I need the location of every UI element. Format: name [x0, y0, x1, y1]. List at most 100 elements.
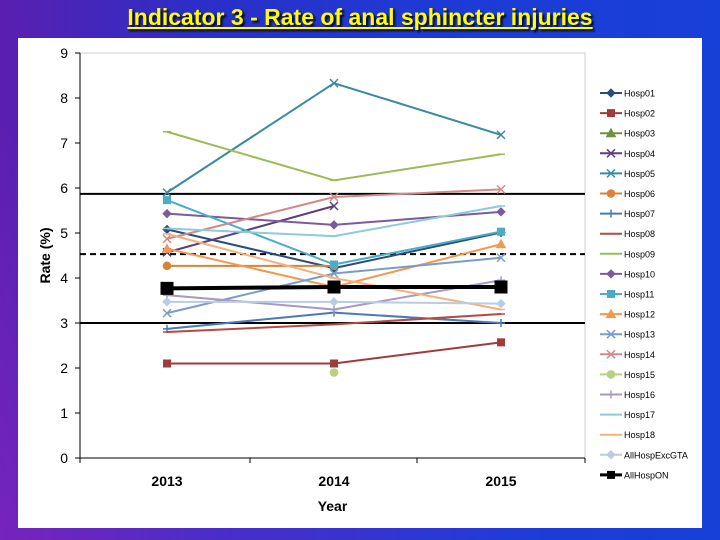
data-point: [329, 201, 339, 211]
y-axis-label: Rate (%): [37, 227, 53, 283]
series-line: [166, 227, 335, 238]
legend-marker: [607, 290, 615, 298]
series-line: [333, 256, 502, 275]
series-line: [333, 205, 502, 238]
series-line: [166, 196, 335, 240]
legend-marker: [607, 109, 615, 118]
data-point: [329, 78, 339, 88]
legend-item: Hosp17: [600, 410, 655, 420]
y-tick-label: 7: [60, 135, 68, 151]
legend-item: Hosp01: [600, 88, 655, 99]
legend-item: Hosp18: [600, 430, 655, 440]
series-Hosp09: [163, 130, 505, 182]
series-line: [166, 323, 335, 333]
data-point: [163, 359, 171, 368]
legend-item: Hosp16: [600, 390, 655, 400]
data-point: [162, 308, 172, 318]
legend-marker: [606, 329, 616, 339]
y-tick-label: 8: [60, 90, 68, 106]
legend-label: Hosp02: [624, 109, 655, 119]
series-line: [166, 272, 335, 315]
series-line: [333, 300, 502, 305]
legend-marker: [606, 269, 616, 279]
series-Hosp17: [163, 205, 505, 238]
legend-item: Hosp07: [600, 209, 655, 219]
legend-marker: [605, 127, 617, 138]
x-tick-label: 2014: [318, 473, 349, 489]
legend-item: Hosp14: [600, 349, 655, 360]
legend-label: Hosp17: [624, 410, 655, 420]
legend-label: Hosp08: [624, 229, 655, 239]
legend-marker: [606, 168, 616, 178]
legend-label: Hosp11: [624, 290, 654, 300]
series-line: [166, 130, 335, 182]
legend-marker: [606, 370, 616, 379]
data-point: [496, 130, 506, 140]
legend-label: AllHospExcGTA: [624, 450, 688, 460]
series-line: [333, 313, 502, 326]
data-point: [162, 234, 172, 244]
data-point: [160, 281, 174, 295]
data-point: [330, 260, 338, 269]
legend-marker: [606, 189, 616, 198]
data-point: [162, 187, 172, 198]
legend-label: Hosp06: [624, 189, 655, 199]
data-point: [162, 261, 172, 271]
y-tick-label: 5: [60, 225, 68, 241]
legend-label: Hosp12: [624, 310, 655, 320]
series-AllHospExcGTA: [162, 297, 506, 309]
data-point: [329, 297, 339, 307]
data-point: [329, 368, 339, 377]
data-point: [161, 243, 173, 253]
data-point: [162, 297, 172, 307]
legend-item: AllHospExcGTA: [600, 450, 688, 460]
data-point: [162, 208, 172, 219]
data-point: [496, 184, 506, 194]
plot-area: [79, 52, 586, 459]
data-point: [330, 305, 338, 314]
series-line: [166, 82, 335, 194]
series-line: [166, 285, 335, 291]
y-tick-label: 3: [60, 315, 68, 331]
legend-label: Hosp15: [624, 370, 655, 380]
series-Hosp05: [162, 78, 506, 198]
legend-label: Hosp10: [624, 269, 655, 279]
y-tick-label: 0: [60, 450, 68, 466]
series-line: [333, 230, 502, 266]
legend-item: Hosp09: [600, 249, 655, 259]
legend-item: AllHospON: [600, 470, 669, 480]
legend-marker: [606, 88, 616, 98]
legend-label: Hosp18: [624, 430, 655, 440]
y-tick-label: 2: [60, 360, 68, 376]
legend-item: Hosp12: [600, 308, 655, 320]
legend-item: Hosp05: [600, 168, 655, 179]
series-line: [333, 341, 502, 365]
series-line: [333, 82, 502, 136]
legend-item: Hosp06: [600, 189, 655, 199]
series-line: [333, 231, 502, 270]
y-tick-label: 1: [60, 405, 68, 421]
data-point: [495, 238, 507, 249]
data-point: [163, 196, 171, 205]
legend-label: Hosp03: [624, 129, 655, 139]
series-Hosp13: [162, 253, 506, 318]
legend-item: Hosp11: [600, 290, 654, 300]
y-tick-label: 6: [60, 180, 68, 196]
legend-marker: [606, 450, 616, 460]
data-point: [327, 280, 341, 294]
series-Hosp02: [163, 338, 505, 368]
legend-label: AllHospON: [624, 470, 669, 480]
series-line: [166, 205, 335, 254]
x-tick-label: 2013: [151, 473, 182, 489]
series-line: [333, 153, 502, 182]
series-AllHospON: [160, 280, 508, 295]
data-point: [329, 220, 339, 230]
series-line: [333, 188, 502, 198]
series-line: [333, 210, 502, 226]
series-Hosp08: [163, 313, 505, 333]
legend-label: Hosp09: [624, 249, 655, 259]
series-line: [166, 212, 335, 226]
series-line: [166, 311, 335, 330]
legend-label: Hosp04: [624, 149, 655, 159]
